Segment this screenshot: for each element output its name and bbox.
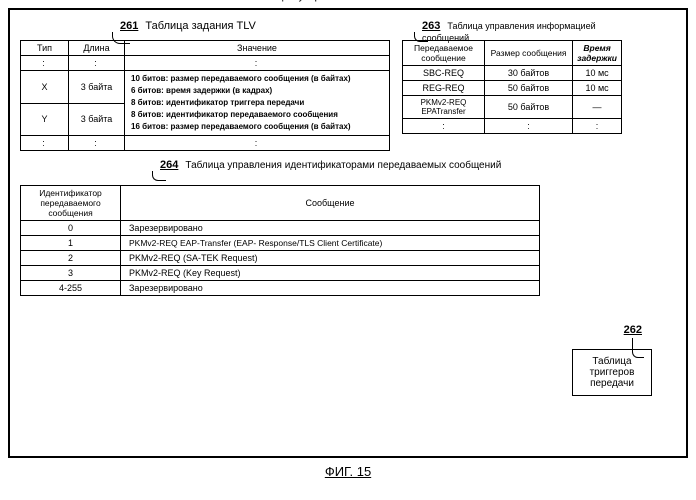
- trigger-table-box: Таблица триггеров передачи: [572, 349, 652, 396]
- leader-264: [152, 171, 166, 181]
- msg-info-block: 263 Таблица управления информацией сообщ…: [402, 20, 622, 134]
- id-th-msg: Сообщение: [121, 186, 540, 221]
- memory-device-box: 261 Таблица задания TLV Тип Длина Значен…: [8, 8, 688, 458]
- id-row: 0Зарезервировано: [21, 221, 540, 236]
- ref-263: 263 Таблица управления информацией сообщ…: [422, 20, 622, 40]
- tlv-table-block: 261 Таблица задания TLV Тип Длина Значен…: [20, 20, 390, 151]
- id-row: 1PKMv2-REQ EAP-Transfer (EAP- Response/T…: [21, 236, 540, 251]
- id-row: 3PKMv2-REQ (Key Request): [21, 266, 540, 281]
- leader-261: [112, 32, 130, 44]
- figure-caption: ФИГ. 15: [8, 464, 688, 479]
- id-th-id: Идентификатор передаваемого сообщения: [21, 186, 121, 221]
- tlv-row: :::: [21, 136, 390, 151]
- ref-261: 261 Таблица задания TLV: [120, 20, 390, 40]
- id-row: 2PKMv2-REQ (SA-TEK Request): [21, 251, 540, 266]
- msg-row: :::: [403, 119, 622, 134]
- tlv-row: X 3 байта 10 битов: размер передаваемого…: [21, 71, 390, 104]
- tlv-row: :::: [21, 56, 390, 71]
- ref-264: 264 Таблица управления идентификаторами …: [160, 159, 676, 179]
- msg-row: REG-REQ50 байтов10 мс: [403, 81, 622, 96]
- outer-ref-num: 260: [188, 0, 206, 2]
- tlv-value-multiline: 10 битов: размер передаваемого сообщения…: [125, 71, 390, 136]
- msg-info-table: Передаваемое сообщение Размер сообщения …: [402, 40, 622, 134]
- outer-ref-text: Запоминающее устройство: [215, 0, 355, 2]
- leader-263: [414, 32, 428, 42]
- msg-th-delay: Время задержки: [573, 41, 622, 66]
- id-table-block: 264 Таблица управления идентификаторами …: [20, 159, 676, 296]
- tlv-th-type: Тип: [21, 41, 69, 56]
- msg-row: PKMv2-REQ EPATransfer50 байтов—: [403, 96, 622, 119]
- msg-th-size: Размер сообщения: [485, 41, 573, 66]
- id-table: Идентификатор передаваемого сообщения Со…: [20, 185, 540, 296]
- msg-row: SBC-REQ30 байтов10 мс: [403, 66, 622, 81]
- id-row: 4-255Зарезервировано: [21, 281, 540, 296]
- msg-th-msg: Передаваемое сообщение: [403, 41, 485, 66]
- tlv-th-val: Значение: [125, 41, 390, 56]
- ref-262: 262: [624, 324, 646, 336]
- tlv-table: Тип Длина Значение ::: X 3 байта 10 бито…: [20, 40, 390, 151]
- outer-ref-label: 260 Запоминающее устройство: [188, 0, 355, 2]
